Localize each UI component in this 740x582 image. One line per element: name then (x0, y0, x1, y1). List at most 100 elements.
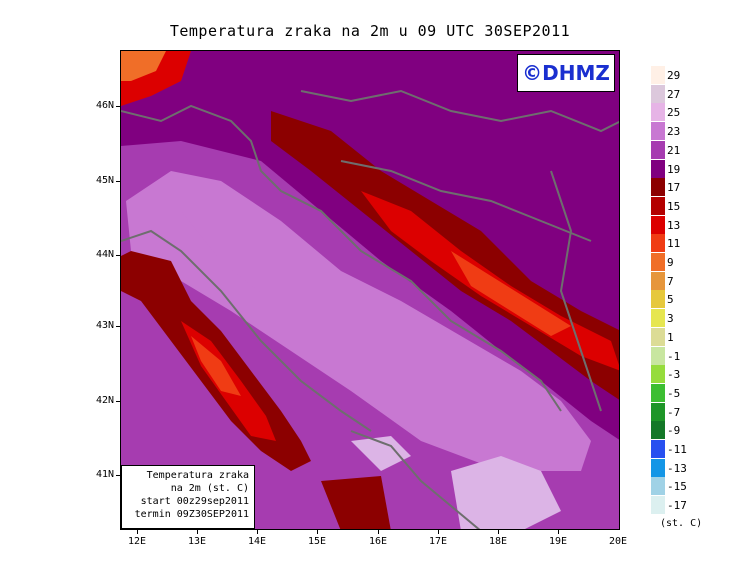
legend-label: -13 (667, 461, 687, 475)
legend-label: 21 (667, 143, 681, 157)
legend-label: 11 (667, 237, 681, 251)
legend-swatch (651, 365, 665, 384)
lat-tick (116, 401, 120, 402)
legend-swatch (651, 421, 665, 440)
northern-border (300, 89, 619, 133)
lat-tick (116, 255, 120, 256)
legend-swatch (651, 458, 665, 477)
lon-tick (137, 530, 138, 534)
lon-tick (197, 530, 198, 534)
legend-label: -1 (667, 349, 681, 363)
info-line-2: na 2m (st. C) (170, 483, 249, 494)
lon-tick (558, 530, 559, 534)
legend-swatch (651, 514, 665, 533)
legend-label: 3 (667, 312, 674, 326)
lon-label-17e: 17E (428, 536, 448, 547)
south-warm-strip (321, 476, 391, 529)
legend-label: -17 (667, 499, 687, 513)
legend-swatch (651, 84, 665, 103)
lat-label-45n: 45N (96, 175, 115, 186)
temperature-field (121, 51, 619, 529)
legend-label: 19 (667, 162, 681, 176)
map-title: Temperatura zraka na 2m u 09 UTC 30SEP20… (169, 22, 571, 40)
info-line-1: Temperatura zraka (146, 470, 249, 481)
legend-label: 1 (667, 330, 674, 344)
lat-label-43n: 43N (96, 320, 115, 331)
legend-swatch (651, 290, 665, 309)
legend-swatch (651, 140, 665, 159)
legend-swatch (651, 196, 665, 215)
alps-hot-corner (121, 51, 166, 81)
lat-tick (116, 475, 120, 476)
eastern-border (550, 170, 602, 412)
legend-label: 29 (667, 69, 681, 82)
legend-label: 15 (667, 199, 681, 213)
dinaric-peak (451, 251, 571, 336)
legend-swatch (651, 66, 665, 84)
legend-swatch (651, 346, 665, 365)
legend-label: 25 (667, 106, 681, 120)
southern-coastline (350, 430, 481, 529)
legend-label: -11 (667, 443, 687, 456)
legend-label: -5 (667, 386, 681, 400)
coastlines (121, 89, 619, 529)
lon-tick (378, 530, 379, 534)
italy-peak (191, 336, 241, 396)
legend-swatch (651, 122, 665, 141)
legend-label: 23 (667, 125, 681, 139)
lon-tick (317, 530, 318, 534)
lon-label-20e: 20E (608, 536, 628, 547)
legend-swatch (651, 234, 665, 253)
legend-label: -15 (667, 480, 687, 494)
legend-swatch (651, 383, 665, 402)
legend-swatch (651, 496, 665, 515)
lon-label-18e: 18E (488, 536, 508, 547)
lon-label-19e: 19E (548, 536, 568, 547)
legend-units: (st. C) (660, 518, 703, 529)
lat-label-44n: 44N (96, 249, 115, 260)
legend-label: -7 (667, 405, 681, 419)
lon-label-13e: 13E (187, 536, 207, 547)
legend-swatch (651, 103, 665, 122)
legend-swatch (651, 271, 665, 290)
lat-tick (116, 181, 120, 182)
legend-swatch (651, 327, 665, 346)
legend-swatch (651, 178, 665, 197)
lon-tick (257, 530, 258, 534)
forecast-info-box: Temperatura zraka na 2m (st. C) start 00… (121, 465, 255, 529)
inland-border (340, 160, 592, 242)
lon-label-16e: 16E (368, 536, 388, 547)
lat-tick (116, 106, 120, 107)
lat-tick (116, 326, 120, 327)
legend-swatch (651, 253, 665, 271)
legend-label: 9 (667, 256, 674, 269)
lon-tick (498, 530, 499, 534)
legend-swatch (651, 440, 665, 458)
legend-label: -3 (667, 368, 681, 382)
pink-patch-south (451, 456, 561, 529)
legend-swatch (651, 215, 665, 234)
legend-label: 17 (667, 181, 681, 195)
lon-label-15e: 15E (307, 536, 327, 547)
legend-label: 13 (667, 218, 681, 232)
legend-label: 7 (667, 274, 674, 288)
legend-swatch (651, 159, 665, 178)
legend-swatch (651, 402, 665, 421)
info-line-4: termin 09Z30SEP2011 (134, 509, 249, 520)
lat-label-42n: 42N (96, 395, 115, 406)
info-line-3: start 00z29sep2011 (140, 496, 249, 507)
dhmz-logo: ©DHMZ (517, 54, 615, 92)
legend-label: -9 (667, 424, 681, 438)
croatian-coastline (121, 104, 562, 412)
legend-swatch (651, 477, 665, 496)
sea-interior (181, 191, 431, 381)
temperature-map (120, 50, 620, 530)
legend-swatch (651, 309, 665, 328)
pink-patch-mid (351, 436, 411, 471)
lon-label-14e: 14E (247, 536, 267, 547)
lon-label-12e: 12E (127, 536, 147, 547)
lat-label-41n: 41N (96, 469, 115, 480)
lon-tick (438, 530, 439, 534)
legend-label: 5 (667, 293, 674, 307)
legend-label: 27 (667, 87, 681, 101)
